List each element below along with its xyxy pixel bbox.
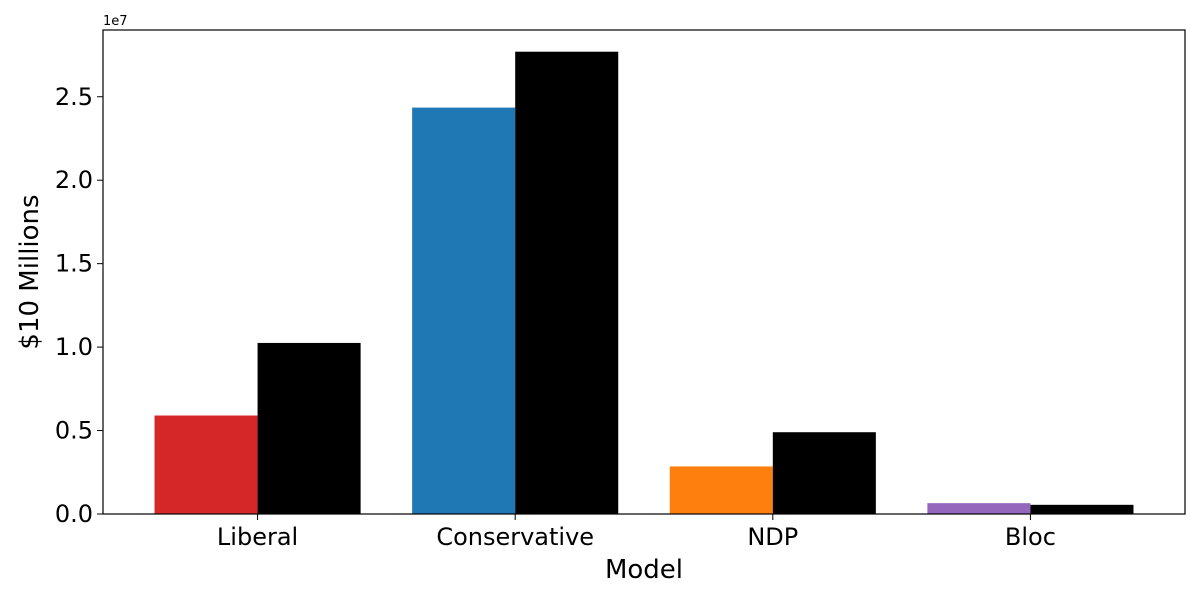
bar-liberal-2	[257, 342, 361, 514]
bar-bloc-1	[927, 503, 1031, 514]
y-tick-label: 2.0	[55, 166, 93, 194]
bar-ndp-1	[669, 466, 773, 514]
plot-frame	[102, 29, 1186, 515]
x-tick-label: Bloc	[1005, 523, 1056, 551]
y-tick-label: 0.5	[55, 417, 93, 445]
y-axis-ticks: 0.0 0.5 1.0 1.5 2.0 2.5	[55, 83, 103, 528]
x-axis-label: Model	[605, 555, 683, 585]
bar-liberal-1	[154, 415, 258, 514]
x-axis-ticks: Liberal Conservative NDP Bloc	[217, 514, 1056, 551]
bar-bloc-2	[1030, 504, 1134, 514]
x-tick-label: Liberal	[217, 523, 298, 551]
y-tick-label: 1.0	[55, 333, 93, 361]
bar-ndp-2	[772, 432, 876, 514]
y-tick-label: 0.0	[55, 500, 93, 528]
bar-conservative-2	[515, 51, 619, 514]
x-tick-label: NDP	[747, 523, 798, 551]
y-axis-label: $10 Millions	[15, 194, 45, 349]
bar-conservative-1	[412, 107, 516, 515]
y-tick-label: 2.5	[55, 83, 93, 111]
y-offset-label: 1e7	[103, 14, 128, 29]
x-tick-label: Conservative	[436, 523, 594, 551]
y-tick-label: 1.5	[55, 250, 93, 278]
bars-group	[154, 51, 1134, 515]
